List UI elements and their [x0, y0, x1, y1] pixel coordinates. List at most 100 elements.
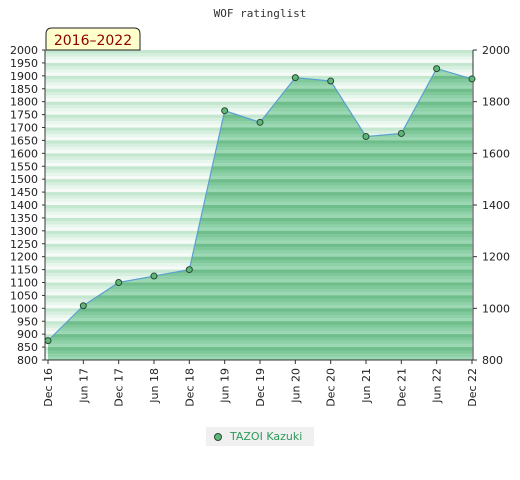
area-stripe [48, 153, 472, 157]
data-point [150, 272, 158, 280]
area-stripe [48, 266, 472, 270]
y-tick-label-left: 900 [17, 328, 38, 341]
area-stripe [48, 250, 472, 254]
area-stripe [48, 334, 472, 338]
y-tick-label-left: 1950 [10, 57, 38, 70]
band-stripe [45, 104, 473, 109]
area-stripe [48, 163, 472, 167]
axes: 8008509009501000105011001150120012501300… [10, 44, 510, 407]
area-stripe [48, 169, 472, 173]
band-stripe [45, 72, 473, 77]
area-stripe [48, 318, 472, 322]
area-stripe [48, 156, 472, 160]
area-stripe [48, 279, 472, 283]
area-stripe [48, 288, 472, 293]
area-stripe [48, 188, 472, 193]
x-tick-label: Dec 22 [466, 368, 479, 407]
y-tick-label-left: 1800 [10, 96, 38, 109]
area-stripe [48, 185, 472, 190]
area-stripe [48, 127, 472, 131]
x-tick-label: Jun 20 [289, 368, 302, 404]
legend: TAZOI Kazuki [206, 427, 314, 446]
area-stripe [48, 243, 472, 248]
area-stripe [48, 240, 472, 244]
area-stripe [48, 234, 472, 238]
area-stripe [48, 195, 472, 199]
area-stripe [48, 172, 472, 177]
y-tick-label-right: 1800 [482, 96, 510, 109]
area-stripe [48, 133, 472, 138]
y-tick-label-left: 1650 [10, 134, 38, 147]
area-stripe [48, 227, 472, 232]
y-tick-label-right: 800 [482, 354, 503, 367]
x-tick-label: Jun 22 [431, 368, 444, 404]
area-stripe [48, 208, 472, 212]
range-label: 2016–2022 [54, 33, 132, 49]
data-point [115, 279, 123, 286]
x-tick-label: Dec 16 [42, 368, 55, 407]
area-stripe [48, 263, 472, 267]
area-stripe [48, 330, 472, 335]
area-stripe [48, 146, 472, 151]
x-tick-label: Dec 19 [254, 368, 267, 407]
data-point [327, 77, 335, 85]
band-stripe [45, 98, 473, 102]
data-point [397, 129, 405, 137]
area-stripe [48, 295, 472, 299]
area-stripe [48, 150, 472, 154]
area-stripe [48, 159, 472, 164]
area-stripe [48, 269, 472, 274]
area-stripe [48, 298, 472, 303]
area-stripe [48, 343, 472, 348]
area-stripe [48, 301, 472, 306]
chart-title: WOF ratinglist [214, 7, 307, 20]
y-tick-label-left: 1050 [10, 289, 38, 302]
band-stripe [45, 101, 473, 106]
y-tick-label-left: 1100 [10, 277, 38, 290]
y-tick-label-right: 1600 [482, 147, 510, 160]
band-stripe [45, 108, 473, 112]
area-stripe [48, 327, 472, 332]
band-stripe [45, 111, 473, 115]
band-stripe [45, 59, 473, 64]
area-stripe [48, 217, 472, 222]
y-tick-label-left: 1200 [10, 251, 38, 264]
data-point [433, 65, 441, 73]
x-tick-label: Jun 18 [148, 368, 161, 404]
area-stripe [48, 179, 472, 183]
data-point [79, 302, 87, 310]
area-stripe [48, 256, 472, 261]
area-stripe [48, 211, 472, 215]
area-stripe [48, 201, 472, 206]
area-stripe [48, 175, 472, 180]
y-tick-label-left: 1150 [10, 264, 38, 277]
x-tick-label: Dec 17 [113, 368, 126, 407]
area-stripe [48, 182, 472, 186]
y-tick-label-left: 1450 [10, 186, 38, 199]
y-tick-label-right: 1200 [482, 251, 510, 264]
area-stripe [48, 143, 472, 148]
area-stripe [48, 140, 472, 144]
area-stripe [48, 340, 472, 345]
area-stripe [48, 237, 472, 241]
band-stripe [45, 79, 473, 83]
area-stripe [48, 205, 472, 209]
area-stripe [48, 324, 472, 328]
area-stripe [48, 311, 472, 315]
data-point [291, 74, 299, 82]
area-stripe [48, 356, 472, 360]
y-tick-label-left: 1850 [10, 83, 38, 96]
y-tick-label-left: 1900 [10, 70, 38, 83]
band-stripe [45, 53, 473, 57]
legend-marker-icon [214, 432, 222, 441]
band-stripe [45, 50, 473, 54]
band-stripe [45, 114, 473, 119]
data-point [185, 266, 193, 274]
y-tick-label-left: 1400 [10, 199, 38, 212]
band-stripe [45, 66, 473, 70]
y-tick-label-left: 1250 [10, 238, 38, 251]
area-stripe [48, 276, 472, 280]
band-stripe [45, 69, 473, 73]
area-stripe [48, 350, 472, 354]
area-stripe [48, 166, 472, 170]
